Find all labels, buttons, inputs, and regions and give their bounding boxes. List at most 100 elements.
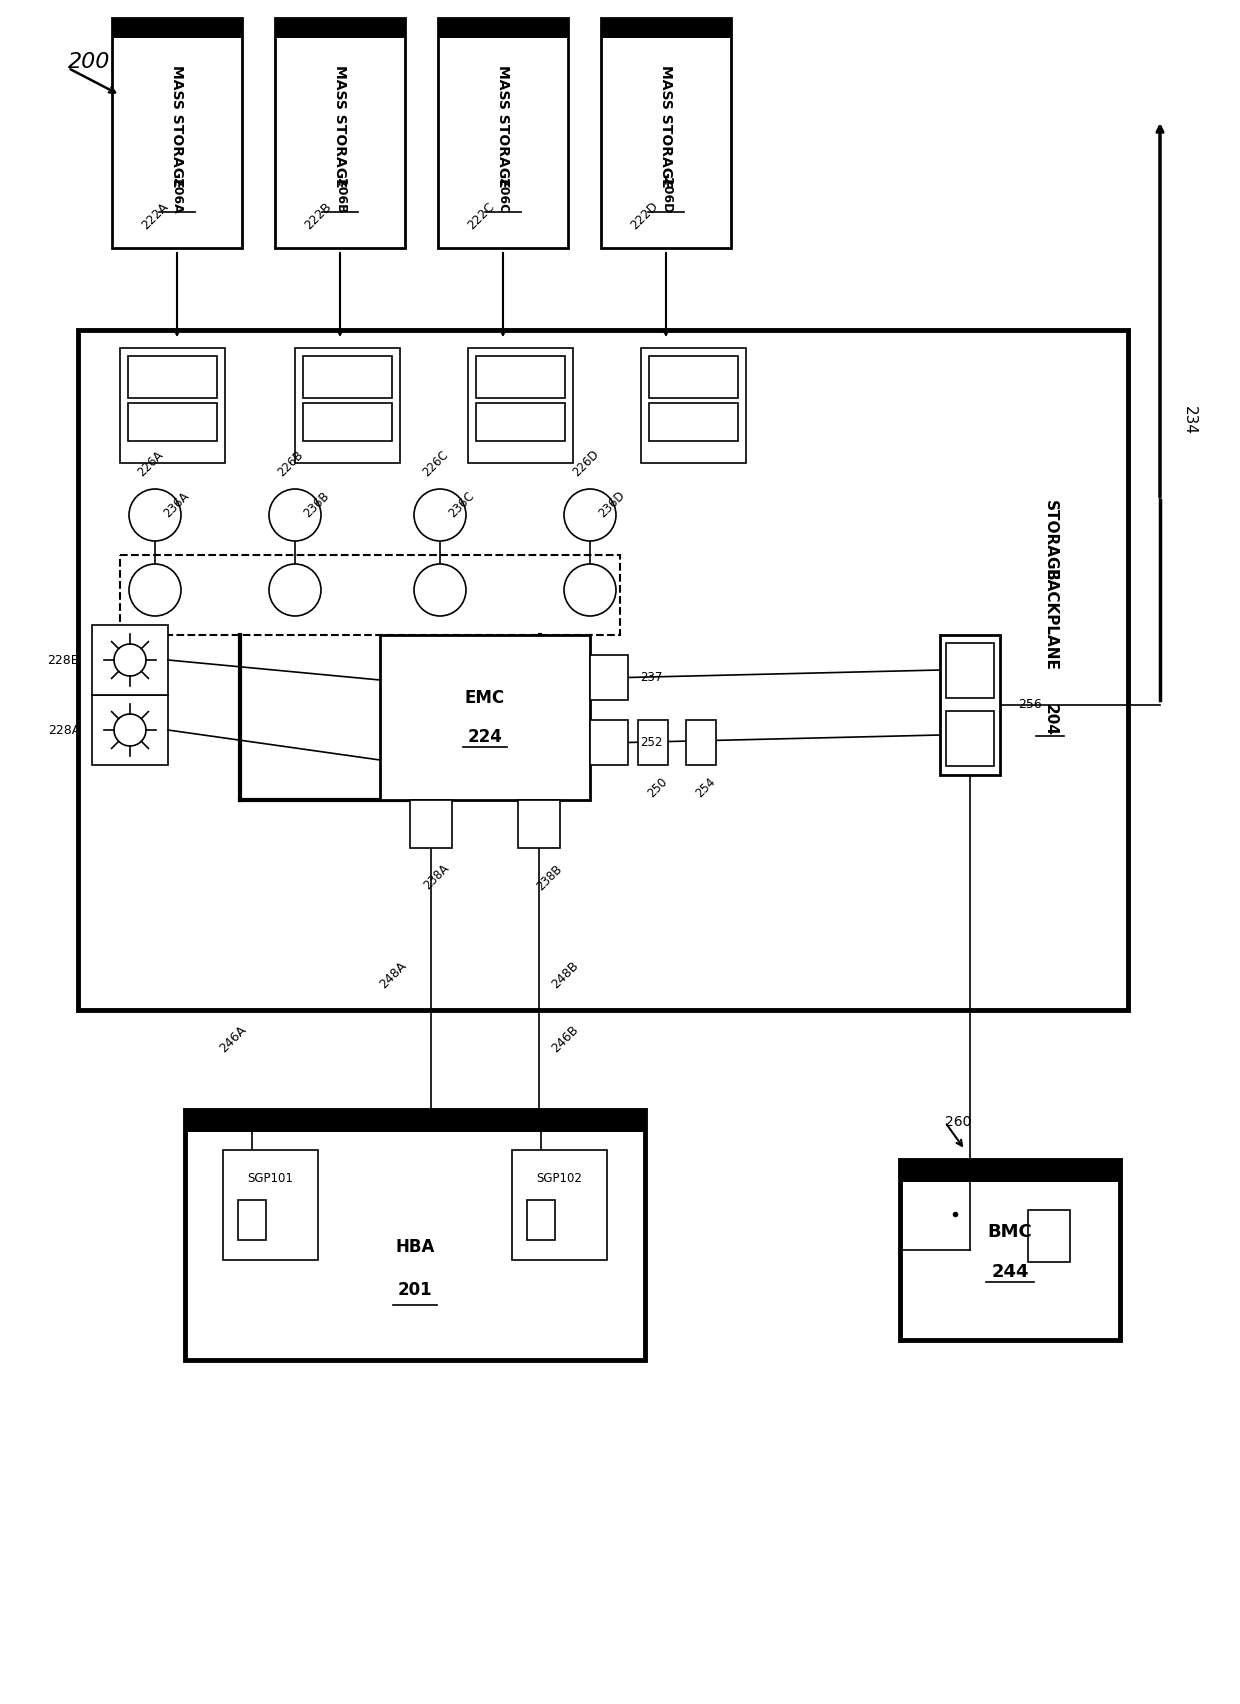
Text: 222A: 222A [139, 199, 171, 232]
Text: 236C: 236C [446, 489, 477, 520]
Text: BMC: BMC [987, 1223, 1033, 1241]
Circle shape [269, 564, 321, 617]
Circle shape [564, 489, 616, 540]
Bar [120, 556, 620, 636]
Bar [92, 625, 167, 695]
Text: 222C: 222C [465, 199, 497, 232]
Bar [275, 19, 405, 37]
Bar [410, 799, 453, 849]
Bar [112, 19, 242, 37]
Circle shape [414, 564, 466, 617]
Text: 254: 254 [693, 775, 718, 799]
Text: HBA: HBA [396, 1239, 435, 1256]
Bar [518, 799, 560, 849]
Bar [946, 711, 994, 767]
Text: 256: 256 [1018, 699, 1042, 712]
Bar [467, 348, 573, 463]
Text: 206A: 206A [171, 177, 184, 213]
Bar [223, 1150, 317, 1259]
Text: 244: 244 [991, 1263, 1029, 1281]
Text: 236B: 236B [301, 489, 332, 520]
Text: 226C: 226C [420, 448, 451, 479]
Text: 234: 234 [1182, 406, 1197, 435]
Circle shape [129, 564, 181, 617]
Bar [686, 721, 715, 765]
Bar [238, 1200, 267, 1241]
Text: EMC: EMC [465, 688, 505, 707]
Bar [527, 1200, 556, 1241]
Text: 238B: 238B [534, 862, 564, 893]
Text: 201: 201 [398, 1281, 433, 1298]
Text: 224: 224 [467, 728, 502, 746]
Bar [78, 331, 1128, 1010]
Bar [512, 1150, 608, 1259]
Circle shape [129, 489, 181, 540]
Text: SGP102: SGP102 [537, 1172, 583, 1184]
Text: BACKPLANE: BACKPLANE [1043, 569, 1058, 671]
Bar [303, 356, 392, 399]
Bar [590, 654, 627, 700]
Bar [1028, 1210, 1070, 1263]
Text: 237: 237 [640, 671, 662, 683]
Text: 204: 204 [1043, 704, 1058, 736]
Text: 206C: 206C [496, 177, 510, 213]
Bar [275, 19, 405, 249]
Text: 226D: 226D [570, 448, 601, 479]
Text: 228B: 228B [47, 654, 81, 666]
Bar [900, 1160, 1120, 1183]
Text: 250: 250 [645, 775, 670, 799]
Bar [900, 1160, 1120, 1339]
Text: SGP101: SGP101 [248, 1172, 294, 1184]
Circle shape [114, 644, 146, 676]
Bar [303, 404, 392, 441]
Bar [128, 356, 217, 399]
Bar [438, 19, 568, 249]
Text: MASS STORAGE: MASS STORAGE [334, 65, 347, 187]
Bar [639, 721, 668, 765]
Text: STORAGE: STORAGE [1043, 499, 1058, 581]
Text: 200: 200 [68, 53, 110, 72]
Circle shape [414, 489, 466, 540]
Circle shape [114, 714, 146, 746]
Bar [601, 19, 732, 249]
Bar [590, 721, 627, 765]
Bar [185, 1109, 645, 1360]
Bar [946, 642, 994, 699]
Bar [438, 19, 568, 37]
Bar [641, 348, 746, 463]
Bar [476, 356, 565, 399]
Text: 226B: 226B [275, 448, 306, 479]
Text: 206D: 206D [660, 177, 672, 213]
Text: 222B: 222B [303, 199, 334, 232]
Text: 248A: 248A [377, 959, 409, 992]
Text: MASS STORAGE: MASS STORAGE [658, 65, 673, 187]
Text: 260: 260 [945, 1114, 971, 1130]
Bar [476, 404, 565, 441]
Bar [649, 356, 738, 399]
Bar [92, 695, 167, 765]
Bar [601, 19, 732, 37]
Text: 206B: 206B [334, 177, 346, 213]
Text: 238A: 238A [422, 862, 451, 893]
Bar [649, 404, 738, 441]
Bar [112, 19, 242, 249]
Text: 248B: 248B [549, 959, 582, 992]
Bar [940, 636, 999, 775]
Text: MASS STORAGE: MASS STORAGE [496, 65, 510, 187]
Text: 246B: 246B [549, 1022, 582, 1055]
Bar [379, 636, 590, 799]
Text: MASS STORAGE: MASS STORAGE [170, 65, 184, 187]
Circle shape [564, 564, 616, 617]
Bar [295, 348, 401, 463]
Bar [128, 404, 217, 441]
Text: 252: 252 [640, 736, 662, 750]
Circle shape [269, 489, 321, 540]
Text: 222D: 222D [627, 199, 661, 232]
Text: 236D: 236D [596, 489, 627, 520]
Text: 226A: 226A [135, 448, 166, 479]
Text: 246A: 246A [217, 1022, 249, 1055]
Text: 236A: 236A [161, 489, 192, 520]
Bar [185, 1109, 645, 1131]
Text: 228A: 228A [48, 724, 81, 736]
Bar [120, 348, 224, 463]
